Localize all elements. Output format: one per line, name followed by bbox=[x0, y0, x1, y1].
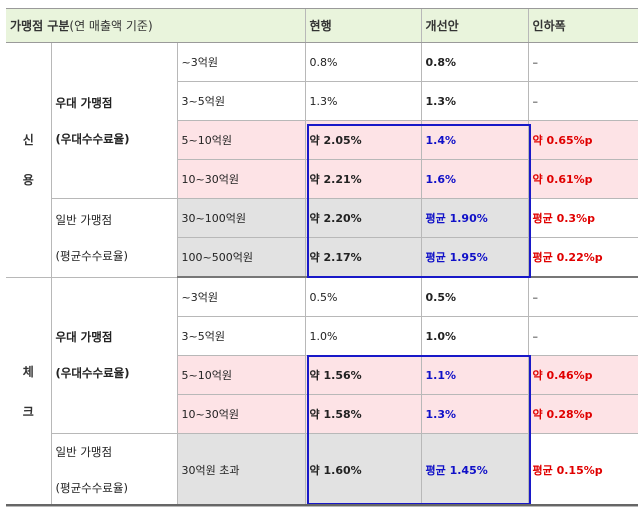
revenue-cell: ~3억원 bbox=[176, 277, 306, 317]
reduction-cell: 약 0.65%p bbox=[527, 120, 639, 160]
improved-rate: 평균 1.95% bbox=[420, 237, 529, 278]
header-category: 가맹점 구분(연 매출액 기준) bbox=[6, 8, 306, 43]
revenue-cell: 3~5억원 bbox=[176, 81, 306, 121]
reduction-cell: 약 0.61%p bbox=[527, 159, 639, 199]
header-reduction: 인하폭 bbox=[527, 8, 639, 43]
fee-table: 가맹점 구분(연 매출액 기준) 현행 개선안 인하폭 신 용 우대 가맹점 (… bbox=[6, 8, 639, 507]
table-row: 5~10억원 약 1.56% 1.1% 약 0.46%p bbox=[6, 355, 639, 395]
table-row: 5~10억원 약 2.05% 1.4% 약 0.65%p bbox=[6, 120, 639, 160]
revenue-cell: 100~500억원 bbox=[176, 237, 306, 278]
reduction-cell: 평균 0.3%p bbox=[527, 198, 639, 238]
header-current: 현행 bbox=[304, 8, 422, 43]
revenue-cell: 5~10억원 bbox=[176, 120, 306, 160]
revenue-cell: 3~5억원 bbox=[176, 316, 306, 356]
header-category-label: 가맹점 구분 bbox=[10, 19, 70, 33]
header-improved: 개선안 bbox=[420, 8, 529, 43]
current-rate: 약 2.21% bbox=[304, 159, 422, 199]
revenue-cell: 30~100억원 bbox=[176, 198, 306, 238]
merchant-group-label: 일반 가맹점 (평균수수료율) bbox=[55, 445, 128, 495]
table-row: 100~500억원 약 2.17% 평균 1.95% 평균 0.22%p bbox=[6, 237, 639, 278]
improved-rate: 1.4% bbox=[420, 120, 529, 160]
table-row: 신 용 우대 가맹점 (우대수수료율) ~3억원 0.8% 0.8% – bbox=[6, 42, 639, 278]
merchant-group-general: 일반 가맹점 (평균수수료율) bbox=[50, 198, 177, 278]
improved-rate: 1.0% bbox=[420, 316, 529, 356]
merchant-group-label: 일반 가맹점 (평균수수료율) bbox=[55, 212, 128, 263]
reduction-cell: 약 0.46%p bbox=[527, 355, 639, 395]
table-row: 3~5억원 1.3% 1.3% – bbox=[6, 81, 639, 121]
table-row: 10~30억원 약 2.21% 1.6% 약 0.61%p bbox=[6, 159, 639, 199]
reduction-cell: – bbox=[527, 316, 639, 356]
revenue-cell: 30억원 초과 bbox=[176, 433, 306, 507]
section-check: 체 크 bbox=[6, 277, 51, 507]
section-label: 신 용 bbox=[22, 132, 34, 187]
reduction-cell: – bbox=[527, 81, 639, 121]
reduction-cell: 평균 0.15%p bbox=[527, 433, 639, 507]
section-label: 체 크 bbox=[22, 364, 34, 419]
current-rate: 약 1.58% bbox=[304, 394, 422, 434]
improved-rate: 평균 1.45% bbox=[420, 433, 529, 507]
current-rate: 0.5% bbox=[304, 277, 422, 317]
revenue-cell: 10~30억원 bbox=[176, 159, 306, 199]
revenue-cell: ~3억원 bbox=[176, 42, 306, 82]
merchant-group-label: 우대 가맹점 (우대수수료율) bbox=[55, 330, 130, 381]
merchant-group-preferred: 우대 가맹점 (우대수수료율) bbox=[50, 277, 177, 434]
reduction-cell: – bbox=[527, 277, 639, 317]
current-rate: 약 2.17% bbox=[304, 237, 422, 278]
merchant-group-label: 우대 가맹점 (우대수수료율) bbox=[55, 95, 130, 146]
section-credit: 신 용 bbox=[6, 42, 51, 278]
table-bottom-rule bbox=[6, 504, 638, 506]
current-rate: 약 2.05% bbox=[304, 120, 422, 160]
improved-rate: 1.1% bbox=[420, 355, 529, 395]
table-row: 일반 가맹점 (평균수수료율) 30~100억원 약 2.20% 평균 1.90… bbox=[6, 198, 639, 278]
current-rate: 약 1.60% bbox=[304, 433, 422, 507]
improved-rate: 1.6% bbox=[420, 159, 529, 199]
reduction-cell: 평균 0.22%p bbox=[527, 237, 639, 278]
merchant-group-general: 일반 가맹점 (평균수수료율) bbox=[50, 433, 177, 507]
reduction-cell: – bbox=[527, 42, 639, 82]
current-rate: 1.3% bbox=[304, 81, 422, 121]
table-row: 3~5억원 1.0% 1.0% – bbox=[6, 316, 639, 356]
merchant-group-preferred: 우대 가맹점 (우대수수료율) bbox=[50, 42, 177, 199]
current-rate: 약 2.20% bbox=[304, 198, 422, 238]
table-row: 일반 가맹점 (평균수수료율) 30억원 초과 약 1.60% 평균 1.45%… bbox=[6, 433, 639, 507]
improved-rate: 1.3% bbox=[420, 394, 529, 434]
header-category-note: (연 매출액 기준) bbox=[69, 19, 153, 33]
header-row: 가맹점 구분(연 매출액 기준) 현행 개선안 인하폭 bbox=[6, 8, 639, 43]
current-rate: 약 1.56% bbox=[304, 355, 422, 395]
table-row: 체 크 우대 가맹점 (우대수수료율) ~3억원 0.5% 0.5% – bbox=[6, 277, 639, 507]
improved-rate: 0.5% bbox=[420, 277, 529, 317]
current-rate: 0.8% bbox=[304, 42, 422, 82]
improved-rate: 1.3% bbox=[420, 81, 529, 121]
revenue-cell: 5~10억원 bbox=[176, 355, 306, 395]
table-row: 10~30억원 약 1.58% 1.3% 약 0.28%p bbox=[6, 394, 639, 434]
reduction-cell: 약 0.28%p bbox=[527, 394, 639, 434]
improved-rate: 평균 1.90% bbox=[420, 198, 529, 238]
current-rate: 1.0% bbox=[304, 316, 422, 356]
improved-rate: 0.8% bbox=[420, 42, 529, 82]
revenue-cell: 10~30억원 bbox=[176, 394, 306, 434]
